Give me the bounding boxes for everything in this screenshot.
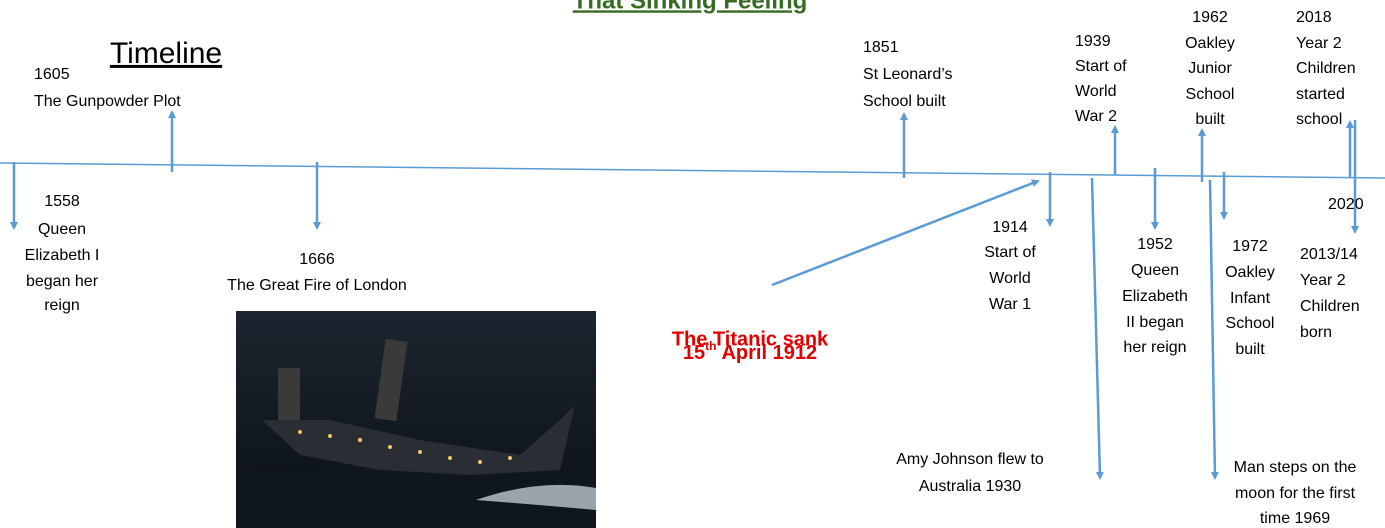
event-label: 1952: [1137, 236, 1173, 253]
event-label: 2020: [1328, 196, 1364, 213]
titanic-image: [236, 311, 596, 528]
event-label: School: [1186, 86, 1235, 103]
event-label: time 1969: [1260, 510, 1330, 527]
event-arrow: [1210, 180, 1215, 478]
event-label: Year 2: [1296, 35, 1342, 52]
event-label: 1914: [992, 219, 1028, 236]
event-label: Infant: [1230, 290, 1271, 307]
event-label: 1666: [299, 251, 335, 268]
heading: Timeline: [110, 37, 222, 70]
event-label: Start of: [984, 244, 1036, 261]
event-label: World: [989, 270, 1031, 287]
event-label: 1558: [44, 193, 80, 210]
event-label: II began: [1126, 314, 1184, 331]
event-arrow: [1092, 178, 1100, 478]
event-label: Amy Johnson flew to: [896, 451, 1044, 468]
event-label: Man steps on the: [1234, 459, 1357, 476]
event-label: Queen: [38, 221, 86, 238]
event-label: started: [1296, 86, 1345, 103]
event-label: Oakley: [1225, 264, 1275, 281]
event-label: Children: [1300, 298, 1360, 315]
event-label: reign: [44, 297, 80, 314]
event-label: Children: [1296, 60, 1356, 77]
timeline-diagram: That Sinking Feeling Timeline The Titani…: [0, 0, 1385, 528]
event-label: Elizabeth: [1122, 288, 1188, 305]
event-label: World: [1075, 83, 1117, 100]
event-label: The Great Fire of London: [227, 277, 407, 294]
event-label: 2013/14: [1300, 246, 1358, 263]
event-label: built: [1235, 341, 1265, 358]
event-label: 1972: [1232, 238, 1268, 255]
event-label: The Gunpowder Plot: [34, 93, 181, 110]
event-label: Australia 1930: [919, 478, 1021, 495]
event-label: began her: [26, 273, 99, 290]
callout-ordinal: th: [705, 339, 716, 353]
event-label: 1851: [863, 39, 899, 56]
event-label: moon for the first: [1235, 485, 1356, 502]
event-label: St Leonard’s: [863, 66, 953, 83]
event-label: School built: [863, 93, 946, 110]
event-label: 1962: [1192, 9, 1228, 26]
event-label: born: [1300, 324, 1332, 341]
event-label: 1939: [1075, 33, 1111, 50]
callout-month-year: April 1912: [721, 342, 817, 364]
event-label: built: [1195, 111, 1225, 128]
event-label: War 1: [989, 296, 1031, 313]
event-label: Year 2: [1300, 272, 1346, 289]
event-label: 1605: [34, 66, 70, 83]
event-label: Junior: [1188, 60, 1232, 77]
event-label: Start of: [1075, 58, 1127, 75]
event-label: School: [1226, 315, 1275, 332]
callout-day: 15: [683, 342, 705, 364]
event-label: Elizabeth I: [25, 247, 100, 264]
callout-line2: 15th April 1912: [683, 339, 817, 364]
event-label: her reign: [1123, 339, 1186, 356]
title: That Sinking Feeling: [573, 0, 808, 14]
event-label: school: [1296, 111, 1342, 128]
event-label: War 2: [1075, 108, 1117, 125]
event-label: Oakley: [1185, 35, 1235, 52]
event-label: 2018: [1296, 9, 1332, 26]
timeline-axis: [0, 163, 1385, 178]
event-label: Queen: [1131, 262, 1179, 279]
